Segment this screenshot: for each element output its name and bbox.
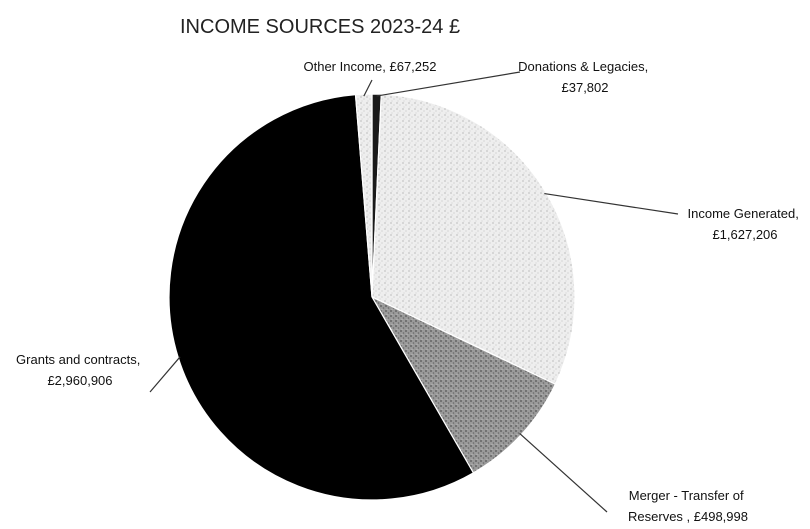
leader-lines — [149, 71, 679, 513]
label-merger-transfer-of-reserves: Merger - Transfer of Reserves , £498,998 — [628, 488, 748, 524]
slice-grants-and-contracts — [168, 94, 475, 501]
slice-income-generated — [371, 93, 576, 386]
leader-line-merger-transfer-of-reserves — [519, 432, 608, 513]
leader-line-donations-legacies — [376, 71, 521, 97]
leader-line-grants-and-contracts — [149, 356, 181, 393]
label-donations-legacies: Donations & Legacies, £37,802 — [518, 59, 652, 95]
label-income-generated: Income Generated, £1,627,206 — [688, 206, 803, 242]
label-grants-and-contracts: Grants and contracts, £2,960,906 — [16, 352, 144, 388]
slice-other-income — [354, 93, 373, 298]
leader-line-other-income — [363, 79, 373, 97]
leader-line-income-generated — [544, 192, 679, 215]
pie-slices — [168, 93, 576, 501]
label-other-income: Other Income, £67,252 — [304, 59, 437, 74]
chart-title: INCOME SOURCES 2023-24 £ — [180, 16, 460, 38]
